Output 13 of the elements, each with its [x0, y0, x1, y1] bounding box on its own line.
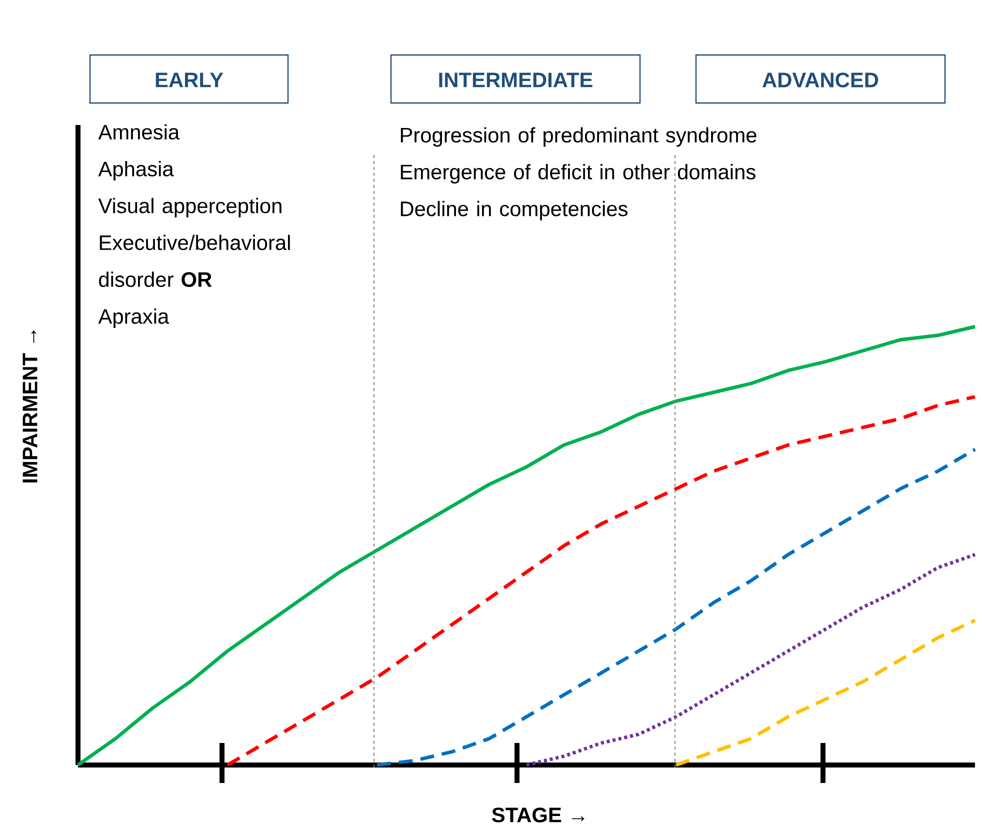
y-axis-title: IMPAIRMENT →: [22, 330, 38, 482]
text: ADVANCED: [762, 72, 878, 88]
text: Emergence of deficit in other domains: [400, 164, 756, 184]
x-axis-title: STAGE →: [492, 808, 584, 822]
text: Visual apperception: [98, 198, 282, 218]
text: Executive/behavioral disorder OR: [99, 234, 290, 287]
text: EARLY: [156, 72, 224, 88]
text: Progression of predominant syndrome: [400, 127, 756, 147]
text: INTERMEDIATE: [439, 72, 592, 88]
text: Amnesia: [98, 124, 180, 140]
text: Aphasia: [98, 161, 174, 181]
text: Decline in competencies: [400, 200, 628, 220]
annotation: Apraxia: [98, 308, 170, 328]
